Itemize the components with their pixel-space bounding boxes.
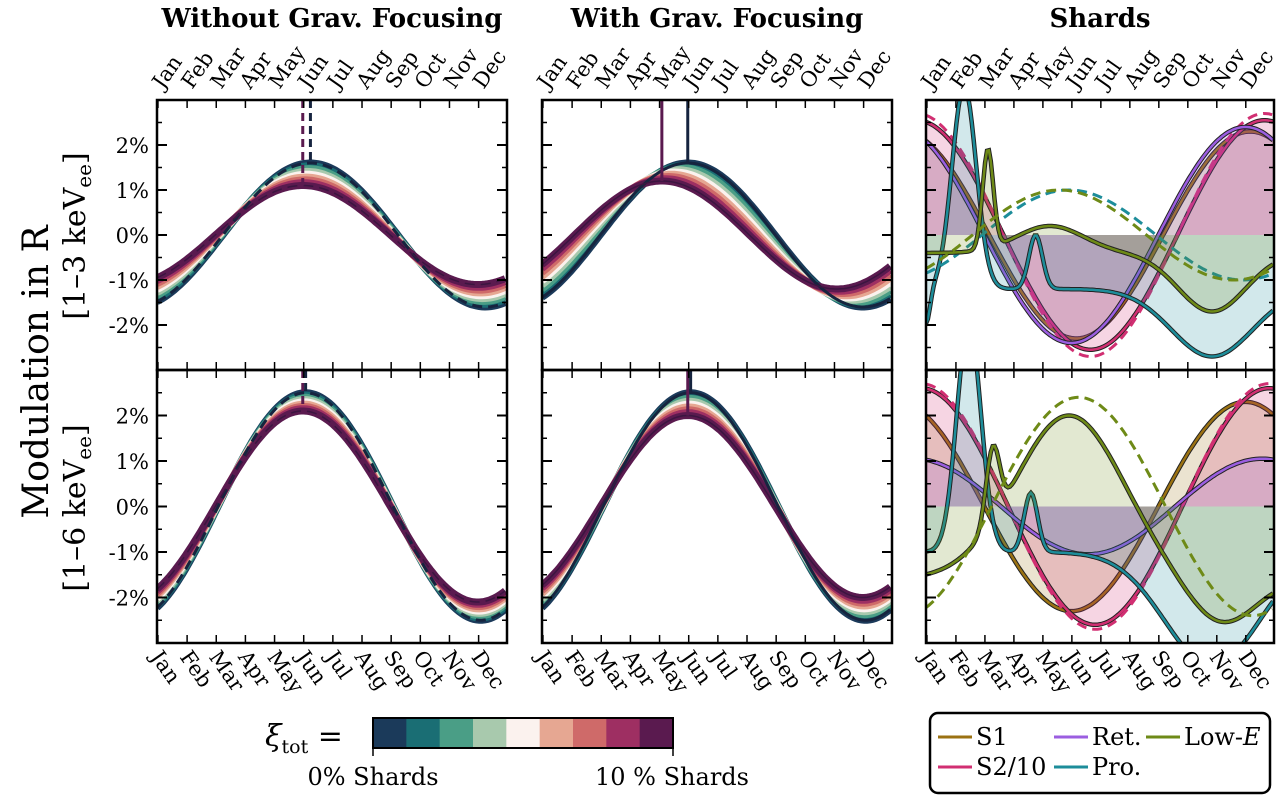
panel-0-axes: 2%1%0%-1%-2%JanFebMarAprMayJunJulAugSepO… xyxy=(109,41,511,372)
panel-4-series xyxy=(542,370,892,624)
shard-fill xyxy=(926,131,1274,339)
shard-fill xyxy=(926,120,1274,350)
y-tick-label: -2% xyxy=(109,587,149,611)
modulation-curve xyxy=(542,406,892,607)
shard-fill xyxy=(926,370,1274,643)
month-label-bottom: Jan xyxy=(914,644,955,688)
modulation-curve xyxy=(157,398,507,615)
modulation-curve xyxy=(542,414,891,599)
panel-0-series xyxy=(157,100,507,311)
y-axis-label: Modulation in R xyxy=(16,224,57,518)
modulation-curve xyxy=(157,405,507,608)
legend: S1 S2/10 Ret. Pro. Low-E xyxy=(928,711,1272,795)
panel-1-series xyxy=(542,100,892,311)
colorbar-left-label: 0% Shards xyxy=(307,763,438,791)
plot-area xyxy=(157,100,1274,643)
modulation-curve xyxy=(157,393,507,620)
modulation-curve xyxy=(157,407,507,606)
modulation-curve xyxy=(157,176,507,294)
modulation-curve xyxy=(542,409,892,604)
y-tick-label: 2% xyxy=(116,134,149,158)
modulation-curve xyxy=(542,400,892,613)
y-tick-label: -1% xyxy=(109,541,149,565)
modulation-curve xyxy=(157,391,507,622)
legend-s2: S2/10 xyxy=(976,753,1046,781)
modulation-curve xyxy=(157,400,507,613)
legend-ret: Ret. xyxy=(1092,723,1142,751)
modulation-curve xyxy=(542,397,892,616)
shard-dashed-curve xyxy=(926,188,1273,282)
shard-curve xyxy=(926,370,1274,643)
shard-curve xyxy=(926,148,1274,313)
colorbar-cell xyxy=(373,718,407,748)
panel-3-series xyxy=(157,370,507,624)
modulation-curve xyxy=(157,184,506,286)
colorbar-cell xyxy=(573,718,607,748)
colorbar-cell xyxy=(606,718,641,748)
title-with-focusing: With Grav. Focusing xyxy=(570,4,864,34)
row-label-1-6: [1–6 keVee] xyxy=(58,424,96,591)
shard-dashed-curve xyxy=(926,382,1273,631)
panel-frame xyxy=(155,98,509,372)
modulation-curve xyxy=(157,161,506,309)
legend-s1: S1 xyxy=(976,723,1008,751)
modulation-curve xyxy=(157,402,507,611)
shard-fill xyxy=(926,100,1274,357)
modulation-curve xyxy=(542,391,892,622)
shard-fill xyxy=(926,458,1274,555)
colorbar-right-label: 10 % Shards xyxy=(595,763,749,791)
panel-3-axes: 2%1%0%-1%-2%JanFebMarAprMayJunJulAugSepO… xyxy=(109,368,510,698)
shard-curve xyxy=(926,414,1274,624)
shard-fill xyxy=(926,401,1274,612)
y-tick-label: 1% xyxy=(116,179,149,203)
modulation-curve xyxy=(157,396,507,617)
modulation-curve xyxy=(542,161,891,309)
modulation-curve xyxy=(157,182,507,288)
row-label-1-6-text: [1–6 keV xyxy=(58,458,93,591)
colorbar-cell xyxy=(539,718,574,748)
colorbar-cell xyxy=(506,718,541,748)
row-label-1-3-text: [1–3 keV xyxy=(58,186,93,319)
y-tick-label: 2% xyxy=(116,405,149,429)
shard-dashed-curve xyxy=(926,395,1273,618)
title-without-focusing: Without Grav. Focusing xyxy=(161,4,503,34)
colorbar-cell xyxy=(473,718,507,748)
row-label-1-6-sub: ee xyxy=(72,436,96,460)
row-label-1-3: [1–3 keVee] xyxy=(58,152,96,319)
colorbar-frame xyxy=(372,717,674,749)
y-tick-label: 0% xyxy=(116,224,149,248)
shard-fill xyxy=(926,127,1274,343)
shard-fill xyxy=(926,415,1274,623)
y-tick-label: -2% xyxy=(109,314,149,338)
modulation-curve xyxy=(157,410,506,603)
month-label-bottom: Jan xyxy=(145,644,186,688)
modulation-curve xyxy=(542,403,892,610)
row-label-1-3-sub: ee xyxy=(72,164,96,188)
month-label-bottom: Jan xyxy=(530,644,571,688)
title-shards: Shards xyxy=(1049,4,1150,34)
panel-2-shards xyxy=(926,100,1274,359)
y-tick-label: 1% xyxy=(116,450,149,474)
row-label-1-3-close: ] xyxy=(58,152,93,164)
y-tick-label: 0% xyxy=(116,496,149,520)
colorbar-cell xyxy=(639,718,674,748)
colorbar-cell xyxy=(439,718,474,748)
modulation-curve xyxy=(542,180,891,290)
shard-dashed-curve xyxy=(926,188,1273,282)
modulation-curve xyxy=(157,391,507,622)
legend-frame xyxy=(928,711,1272,795)
colorbar-cell xyxy=(406,718,441,748)
row-label-1-6-close: ] xyxy=(58,424,93,436)
legend-pro: Pro. xyxy=(1092,753,1141,781)
modulation-curve xyxy=(157,179,507,291)
shard-fill xyxy=(926,388,1274,625)
y-tick-label: -1% xyxy=(109,269,149,293)
colorbar: ξtot = 0% Shards 10 % Shards xyxy=(265,717,749,791)
panel-5-shards xyxy=(926,370,1274,643)
colorbar-label: ξtot = xyxy=(265,719,343,758)
legend-lowe: Low-E xyxy=(1184,723,1261,751)
modulation-curve xyxy=(542,411,892,601)
shard-fill xyxy=(926,150,1274,312)
